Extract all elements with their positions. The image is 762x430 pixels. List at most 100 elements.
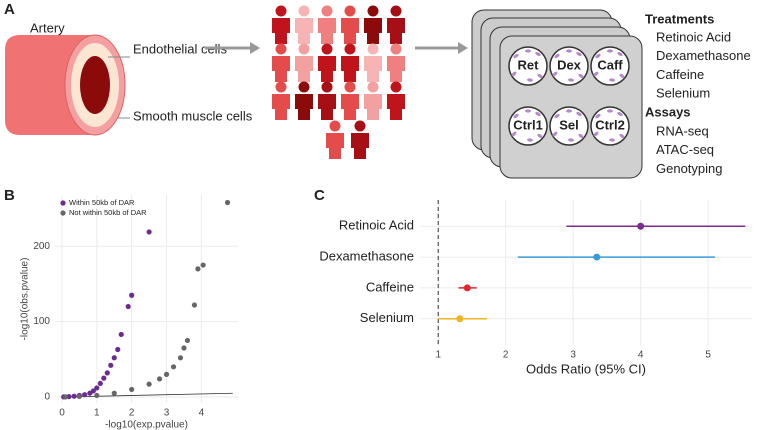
person-body (272, 94, 290, 120)
person-body (351, 133, 369, 159)
cell (595, 113, 601, 119)
point (129, 292, 135, 298)
person-head (367, 5, 379, 17)
cell (552, 71, 558, 77)
point (184, 337, 191, 344)
point (125, 303, 131, 310)
well (508, 106, 548, 146)
treatment: Dexamethasone (656, 48, 751, 63)
x-tick-label: 3 (570, 350, 576, 361)
x-tick-label: 4 (638, 350, 644, 361)
cell (552, 131, 558, 137)
person-body (295, 56, 313, 82)
well-label: Dex (557, 57, 582, 72)
reference-line (61, 392, 233, 398)
person-head (367, 81, 379, 93)
point (129, 386, 135, 393)
person-head (390, 81, 402, 93)
point (71, 393, 77, 399)
person-head (275, 5, 287, 17)
point (97, 380, 103, 387)
cell-label: Smooth muscle cells (133, 108, 253, 123)
cell (566, 49, 572, 53)
cell (537, 133, 543, 139)
y-tick-label: 200 (33, 241, 50, 252)
cell (576, 111, 582, 117)
cell (527, 138, 533, 142)
point (108, 362, 114, 368)
point (177, 355, 184, 361)
person-body (318, 56, 336, 82)
person-body (387, 94, 405, 120)
person-body (341, 18, 359, 44)
treatment: Caffeine (656, 67, 704, 82)
person-head (354, 120, 366, 132)
point (191, 302, 198, 308)
point (200, 262, 206, 268)
arrow-head (250, 42, 260, 54)
cell (511, 131, 517, 137)
cell (537, 73, 543, 79)
person-head (344, 5, 356, 17)
point (156, 376, 163, 382)
assay: ATAC-seq (656, 142, 714, 157)
person-body (272, 18, 290, 44)
well-label: Ctrl2 (595, 117, 625, 132)
point (111, 390, 117, 396)
donors (272, 5, 405, 159)
person-body (387, 18, 405, 44)
point (170, 364, 177, 370)
person-body (318, 18, 336, 44)
qq-plot: 0 1 2 3 4 0 100 200 -log10(exp.pvalue) -log10(obs… (20, 195, 238, 430)
cell (593, 71, 599, 77)
well-label: Ctrl1 (513, 117, 543, 132)
person-body (326, 133, 344, 159)
cell (525, 109, 531, 113)
point (463, 284, 471, 292)
cell (527, 78, 533, 82)
point (456, 315, 464, 323)
cell (576, 51, 582, 57)
cell (554, 113, 560, 119)
assay: RNA-seq (656, 123, 709, 138)
assay: Genotyping (656, 161, 723, 176)
x-axis-label: -log10(exp.pvalue) (105, 420, 188, 430)
y-tick-label: Retinoic Acid (339, 218, 414, 233)
x-tick-label: 5 (705, 350, 711, 361)
cell (535, 51, 541, 57)
person-head (298, 81, 310, 93)
x-tick-label: 2 (129, 408, 135, 419)
cell (513, 53, 519, 59)
x-tick-label: 4 (199, 408, 205, 419)
y-tick-label: Dexamethasone (319, 249, 414, 264)
cell (511, 71, 517, 77)
artery-lumen (80, 56, 110, 114)
x-axis-label: Odds Ratio (95% CI) (526, 361, 646, 376)
cell (568, 78, 574, 82)
point (146, 229, 152, 235)
person-head (344, 43, 356, 55)
x-tick-label: 1 (435, 350, 441, 361)
wells: Ret Dex Caff Ctrl1 Sel Ctrl2 (508, 46, 630, 146)
person-head (344, 81, 356, 93)
panel-label: C (314, 187, 325, 204)
plates (471, 9, 643, 179)
cell (554, 53, 560, 59)
person-body (295, 18, 313, 44)
person-body (364, 94, 382, 120)
well (590, 46, 630, 86)
y-tick-label: Selenium (360, 310, 414, 325)
list-title: Treatments (645, 11, 714, 26)
person-head (321, 5, 333, 17)
cell (513, 113, 519, 119)
well-label: Sel (559, 117, 579, 132)
cell (568, 138, 574, 142)
y-tick-label: 100 (33, 316, 50, 327)
cell (566, 109, 572, 113)
person-head (321, 43, 333, 55)
artery-drawing (5, 34, 130, 136)
legend-marker (60, 200, 66, 206)
forest-plot: 1 2 3 4 5 Retinoic Acid Dexamethasone Caffeine S… (319, 200, 752, 376)
well-label: Ret (518, 57, 540, 72)
point (224, 199, 231, 206)
